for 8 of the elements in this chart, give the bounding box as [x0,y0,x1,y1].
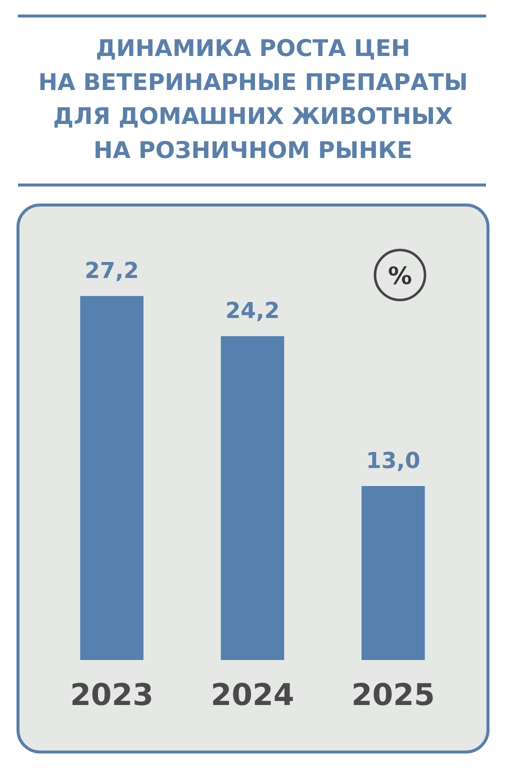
data-label: 24,2 [225,299,280,324]
x-tick-label: 2024 [210,678,294,713]
x-tick-label: 2025 [351,678,435,713]
x-tick-label: 2023 [70,678,154,713]
chart-title: ДИНАМИКА РОСТА ЦЕН НА ВЕТЕРИНАРНЫЕ ПРЕПАРАТЫ ДЛЯ ДОМАШНИХ ЖИВОТНЫХ НА РОЗНИЧНОМ РЫНКЕ [38,36,468,164]
data-label: 13,0 [366,449,420,474]
text: % [388,262,412,290]
data-label: 27,2 [84,259,139,284]
